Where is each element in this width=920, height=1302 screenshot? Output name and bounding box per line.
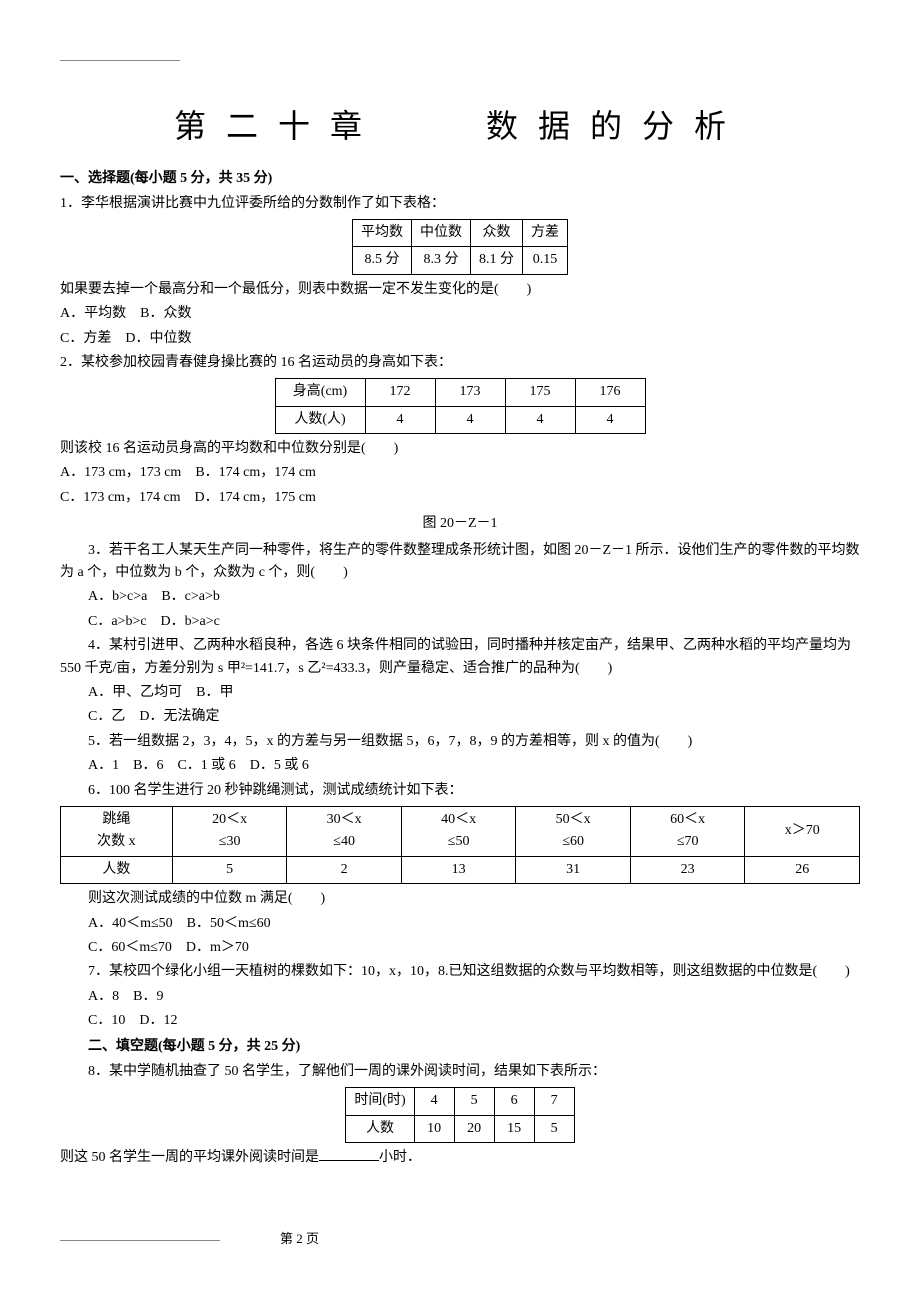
q1-th-1: 中位数 — [412, 219, 471, 246]
q2-r1-4: 176 — [575, 379, 645, 406]
q6-r2-1: 5 — [172, 856, 287, 883]
q6-r2-4: 31 — [516, 856, 631, 883]
q6-after: 则这次测试成绩的中位数 m 满足( ) — [60, 888, 860, 910]
fig-caption: 图 20－Z－1 — [60, 513, 860, 535]
q6-r2-0: 人数 — [61, 856, 173, 883]
q2-opt-a: A．173 cm，173 cm B．174 cm，174 cm — [60, 462, 860, 484]
q1-stem: 1．李华根据演讲比赛中九位评委所给的分数制作了如下表格： — [60, 193, 860, 215]
q8-r2-1: 10 — [414, 1115, 454, 1142]
q8-r2-4: 5 — [534, 1115, 574, 1142]
q1-td-2: 8.1 分 — [471, 247, 523, 274]
q5-stem: 5．若一组数据 2，3，4，5，x 的方差与另一组数据 5，6，7，8，9 的方… — [60, 731, 860, 753]
q8-r2-2: 20 — [454, 1115, 494, 1142]
q8-r1-4: 7 — [534, 1088, 574, 1115]
q1-table: 平均数 中位数 众数 方差 8.5 分 8.3 分 8.1 分 0.15 — [352, 219, 568, 275]
q6-r2-5: 23 — [630, 856, 745, 883]
q1-after: 如果要去掉一个最高分和一个最低分，则表中数据一定不发生变化的是( ) — [60, 279, 860, 301]
q6-r2-3: 13 — [401, 856, 516, 883]
q6-table: 跳绳 次数 x 20＜x ≤30 30＜x ≤40 40＜x ≤50 50＜x … — [60, 806, 860, 884]
q1-opt-a: A．平均数 B．众数 — [60, 303, 860, 325]
q6-opt-c: C．60＜m≤70 D．m＞70 — [60, 937, 860, 959]
q6-r1-3: 40＜x ≤50 — [401, 806, 516, 856]
q1-th-3: 方差 — [523, 219, 568, 246]
q2-after: 则该校 16 名运动员身高的平均数和中位数分别是( ) — [60, 438, 860, 460]
q1-td-3: 0.15 — [523, 247, 568, 274]
top-rule — [60, 60, 180, 61]
q2-r1-0: 身高(cm) — [275, 379, 365, 406]
q6-r2-6: 26 — [745, 856, 860, 883]
q7-stem: 7．某校四个绿化小组一天植树的棵数如下：10，x，10，8.已知这组数据的众数与… — [60, 961, 860, 983]
q8-after: 则这 50 名学生一周的平均课外阅读时间是 小时． — [60, 1147, 860, 1169]
q6-r1-2: 30＜x ≤40 — [287, 806, 402, 856]
q8-after-post: 小时． — [379, 1150, 421, 1165]
q2-opt-c: C．173 cm，174 cm D．174 cm，175 cm — [60, 487, 860, 509]
q2-r2-2: 4 — [435, 406, 505, 433]
q1-th-2: 众数 — [471, 219, 523, 246]
q1-opt-c: C．方差 D．中位数 — [60, 328, 860, 350]
q6-stem: 6．100 名学生进行 20 秒钟跳绳测试，测试成绩统计如下表： — [60, 780, 860, 802]
q4-opt-a: A．甲、乙均可 B．甲 — [60, 682, 860, 704]
q2-r2-3: 4 — [505, 406, 575, 433]
q7-opt-c: C．10 D．12 — [60, 1010, 860, 1032]
q6-r1-1: 20＜x ≤30 — [172, 806, 287, 856]
q1-td-0: 8.5 分 — [353, 247, 412, 274]
q8-table: 时间(时) 4 5 6 7 人数 10 20 15 5 — [345, 1087, 574, 1143]
q4-stem: 4．某村引进甲、乙两种水稻良种，各选 6 块条件相同的试验田，同时播种并核定亩产… — [60, 635, 860, 680]
q6-r1-0: 跳绳 次数 x — [61, 806, 173, 856]
q6-r2-2: 2 — [287, 856, 402, 883]
q6-r1-5: 60＜x ≤70 — [630, 806, 745, 856]
q8-r1-2: 5 — [454, 1088, 494, 1115]
q5-opt-a: A．1 B．6 C．1 或 6 D．5 或 6 — [60, 755, 860, 777]
q2-r1-3: 175 — [505, 379, 575, 406]
q3-stem: 3．若干名工人某天生产同一种零件，将生产的零件数整理成条形统计图，如图 20－Z… — [60, 540, 860, 585]
q7-opt-a: A．8 B．9 — [60, 986, 860, 1008]
q8-r1-1: 4 — [414, 1088, 454, 1115]
q6-r1-6: x＞70 — [745, 806, 860, 856]
q2-stem: 2．某校参加校园青春健身操比赛的 16 名运动员的身高如下表： — [60, 352, 860, 374]
footer-rule — [60, 1240, 220, 1241]
q1-td-1: 8.3 分 — [412, 247, 471, 274]
q3-opt-a: A．b>c>a B．c>a>b — [60, 586, 860, 608]
q8-r1-0: 时间(时) — [346, 1088, 414, 1115]
page-title: 第二十章 数据的分析 — [60, 101, 860, 152]
section1-heading: 一、选择题(每小题 5 分，共 35 分) — [60, 168, 860, 190]
q8-r2-0: 人数 — [346, 1115, 414, 1142]
blank-fill — [319, 1147, 379, 1161]
q4-opt-c: C．乙 D．无法确定 — [60, 706, 860, 728]
q2-r2-1: 4 — [365, 406, 435, 433]
q2-r1-1: 172 — [365, 379, 435, 406]
q3-opt-c: C．a>b>c D．b>a>c — [60, 611, 860, 633]
q6-r1-4: 50＜x ≤60 — [516, 806, 631, 856]
q2-r1-2: 173 — [435, 379, 505, 406]
q8-stem: 8．某中学随机抽查了 50 名学生，了解他们一周的课外阅读时间，结果如下表所示： — [60, 1061, 860, 1083]
q8-r1-3: 6 — [494, 1088, 534, 1115]
q8-after-pre: 则这 50 名学生一周的平均课外阅读时间是 — [60, 1150, 319, 1165]
q8-r2-3: 15 — [494, 1115, 534, 1142]
q2-table: 身高(cm) 172 173 175 176 人数(人) 4 4 4 4 — [275, 378, 646, 434]
q1-th-0: 平均数 — [353, 219, 412, 246]
q2-r2-0: 人数(人) — [275, 406, 365, 433]
section2-heading: 二、填空题(每小题 5 分，共 25 分) — [60, 1036, 860, 1058]
q6-opt-a: A．40＜m≤50 B．50＜m≤60 — [60, 913, 860, 935]
q2-r2-4: 4 — [575, 406, 645, 433]
page-number: 第 2 页 — [280, 1229, 319, 1250]
footer: 第 2 页 — [60, 1229, 860, 1251]
